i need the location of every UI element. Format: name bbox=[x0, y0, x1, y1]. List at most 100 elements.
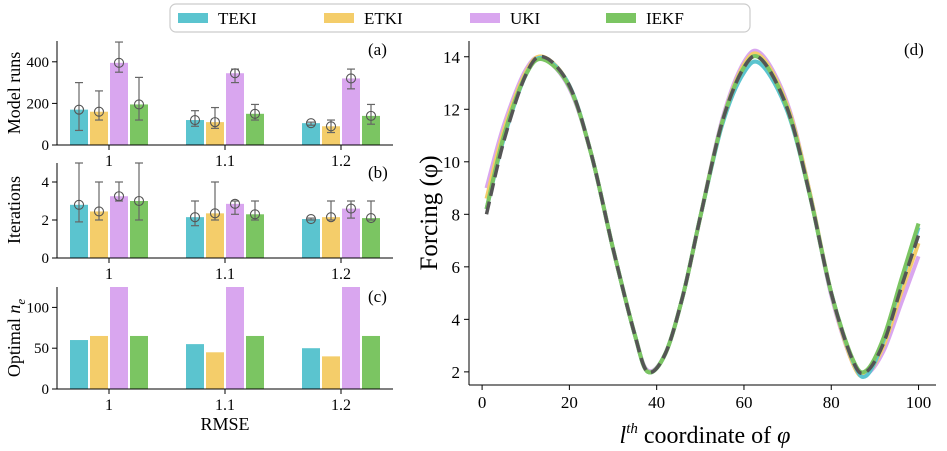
ytick-label-a-400: 400 bbox=[27, 55, 50, 71]
bar-b-iekf-1-1 bbox=[246, 214, 264, 258]
mean-marker-b-iekf-1-1 bbox=[249, 209, 261, 220]
bar-b-uki-1 bbox=[110, 196, 128, 258]
ytick-label-b-4: 4 bbox=[42, 175, 50, 191]
panel-d-ylabel: Forcing (φ) bbox=[416, 155, 443, 270]
bar-b-etki-1-2 bbox=[322, 217, 340, 258]
bar-c-teki-1-1 bbox=[186, 344, 204, 389]
bar-c-iekf-1-1 bbox=[246, 335, 264, 389]
bar-b-iekf-1 bbox=[130, 201, 148, 258]
legend: TEKI ETKI UKI IEKF bbox=[169, 3, 751, 33]
bar-a-uki-1 bbox=[110, 62, 128, 146]
legend-label-uki: UKI bbox=[510, 9, 541, 28]
bar-a-etki-1-2 bbox=[322, 126, 340, 145]
panel-c-ylabel: Optimal ne bbox=[4, 299, 28, 378]
mean-marker-b-iekf-1 bbox=[133, 195, 145, 207]
panel-c-optimal-ne: 0 50 100 1 1.1 1.2 (c) Optimal ne RMSE bbox=[4, 287, 393, 434]
ytick-label-c-100: 100 bbox=[27, 300, 50, 316]
mean-marker-a-iekf-1-2 bbox=[365, 110, 377, 121]
xtick-label-a-1-1: 1.1 bbox=[215, 153, 235, 170]
bar-a-teki-1-1 bbox=[186, 120, 204, 145]
bar-a-iekf-1 bbox=[130, 104, 148, 145]
ytick-label-d-4: 4 bbox=[452, 310, 461, 329]
mean-marker-b-teki-1-1 bbox=[189, 212, 201, 223]
panel-c-label: (c) bbox=[368, 287, 387, 306]
line-iekf bbox=[484, 54, 921, 375]
mean-marker-b-iekf-1-2 bbox=[365, 213, 377, 224]
ytick-label-d-6: 6 bbox=[452, 258, 461, 277]
panel-b-ylabel: Iterations bbox=[4, 176, 24, 244]
mean-marker-b-etki-1-1 bbox=[209, 208, 221, 219]
mean-marker-a-uki-1-1 bbox=[229, 68, 241, 79]
xtick-label-b-1: 1 bbox=[105, 266, 113, 283]
panel-a-model-runs: 0 200 400 1 1.1 1.2 (a) Model runs bbox=[4, 40, 393, 170]
mean-marker-b-uki-1-1 bbox=[229, 198, 241, 209]
panel-a-ylabel: Model runs bbox=[4, 52, 24, 135]
mean-marker-a-teki-1-1 bbox=[189, 114, 201, 126]
ytick-label-c-0: 0 bbox=[42, 382, 50, 398]
legend-frame bbox=[169, 3, 751, 33]
bar-b-etki-1 bbox=[90, 211, 108, 258]
legend-swatch-iekf bbox=[606, 13, 636, 23]
bar-c-iekf-1-2 bbox=[362, 335, 380, 389]
xtick-label-c-1: 1 bbox=[105, 397, 113, 414]
mean-marker-a-uki-1 bbox=[113, 57, 125, 68]
mean-marker-a-etki-1 bbox=[93, 106, 105, 117]
panel-a-label: (a) bbox=[368, 40, 387, 59]
bar-b-etki-1-1 bbox=[206, 213, 224, 258]
xtick-label-b-1-2: 1.2 bbox=[331, 266, 351, 283]
ytick-label-d-12: 12 bbox=[443, 100, 460, 119]
legend-label-etki: ETKI bbox=[364, 9, 403, 28]
legend-swatch-uki bbox=[470, 13, 500, 23]
ytick-label-b-2: 2 bbox=[42, 213, 50, 229]
panel-c-xlabel: RMSE bbox=[200, 414, 249, 434]
xtick-label-d-60: 60 bbox=[735, 393, 752, 412]
mean-marker-a-teki-1-2 bbox=[305, 118, 317, 129]
bar-c-etki-1-2 bbox=[322, 356, 340, 389]
bar-c-teki-1-2 bbox=[302, 348, 320, 389]
mean-marker-a-uki-1-2 bbox=[345, 73, 357, 84]
bar-a-teki-1-2 bbox=[302, 123, 320, 145]
bar-a-etki-1 bbox=[90, 111, 108, 145]
bar-c-etki-1 bbox=[90, 335, 108, 389]
mean-marker-a-iekf-1-1 bbox=[249, 108, 261, 119]
mean-marker-a-etki-1-1 bbox=[209, 117, 221, 128]
mean-marker-a-teki-1 bbox=[73, 104, 85, 115]
bar-c-uki-1 bbox=[110, 287, 128, 389]
ytick-label-d-14: 14 bbox=[443, 48, 461, 67]
xtick-label-d-100: 100 bbox=[906, 393, 932, 412]
legend-swatch-teki bbox=[178, 13, 208, 23]
xtick-label-c-1-2: 1.2 bbox=[331, 397, 351, 414]
xtick-label-d-0: 0 bbox=[478, 393, 487, 412]
legend-label-teki: TEKI bbox=[218, 9, 257, 28]
xtick-label-d-20: 20 bbox=[561, 393, 578, 412]
bar-b-uki-1-2 bbox=[342, 208, 360, 258]
xtick-label-b-1-1: 1.1 bbox=[215, 266, 235, 283]
xtick-label-d-80: 80 bbox=[823, 393, 840, 412]
ytick-label-a-0: 0 bbox=[42, 138, 50, 154]
line-teki bbox=[484, 55, 921, 379]
bar-c-iekf-1 bbox=[130, 335, 148, 389]
bar-b-teki-1-1 bbox=[186, 217, 204, 258]
xtick-label-a-1: 1 bbox=[105, 153, 113, 170]
bar-b-iekf-1-2 bbox=[362, 218, 380, 258]
bar-a-uki-1-1 bbox=[226, 73, 244, 145]
legend-label-iekf: IEKF bbox=[646, 9, 684, 28]
panel-d-label: (d) bbox=[904, 40, 924, 59]
line-truth bbox=[484, 54, 921, 376]
xtick-label-a-1-2: 1.2 bbox=[331, 153, 351, 170]
bar-c-teki-1 bbox=[70, 340, 88, 389]
ytick-label-b-0: 0 bbox=[42, 251, 50, 267]
bar-b-uki-1-1 bbox=[226, 203, 244, 258]
ytick-label-d-10: 10 bbox=[443, 153, 460, 172]
bar-c-etki-1-1 bbox=[206, 352, 224, 389]
mean-marker-b-teki-1-2 bbox=[305, 214, 317, 225]
panel-b-label: (b) bbox=[368, 163, 388, 182]
mean-marker-b-teki-1 bbox=[73, 199, 85, 210]
bar-a-uki-1-2 bbox=[342, 78, 360, 145]
panel-d-forcing: 0 20 40 60 80 100 2 4 6 8 10 12 14 (d) Forcing (φ) l… bbox=[416, 40, 936, 449]
mean-marker-b-etki-1-2 bbox=[325, 212, 337, 223]
legend-swatch-etki bbox=[324, 13, 354, 23]
xtick-label-c-1-1: 1.1 bbox=[215, 397, 235, 414]
mean-marker-b-uki-1 bbox=[113, 191, 125, 202]
